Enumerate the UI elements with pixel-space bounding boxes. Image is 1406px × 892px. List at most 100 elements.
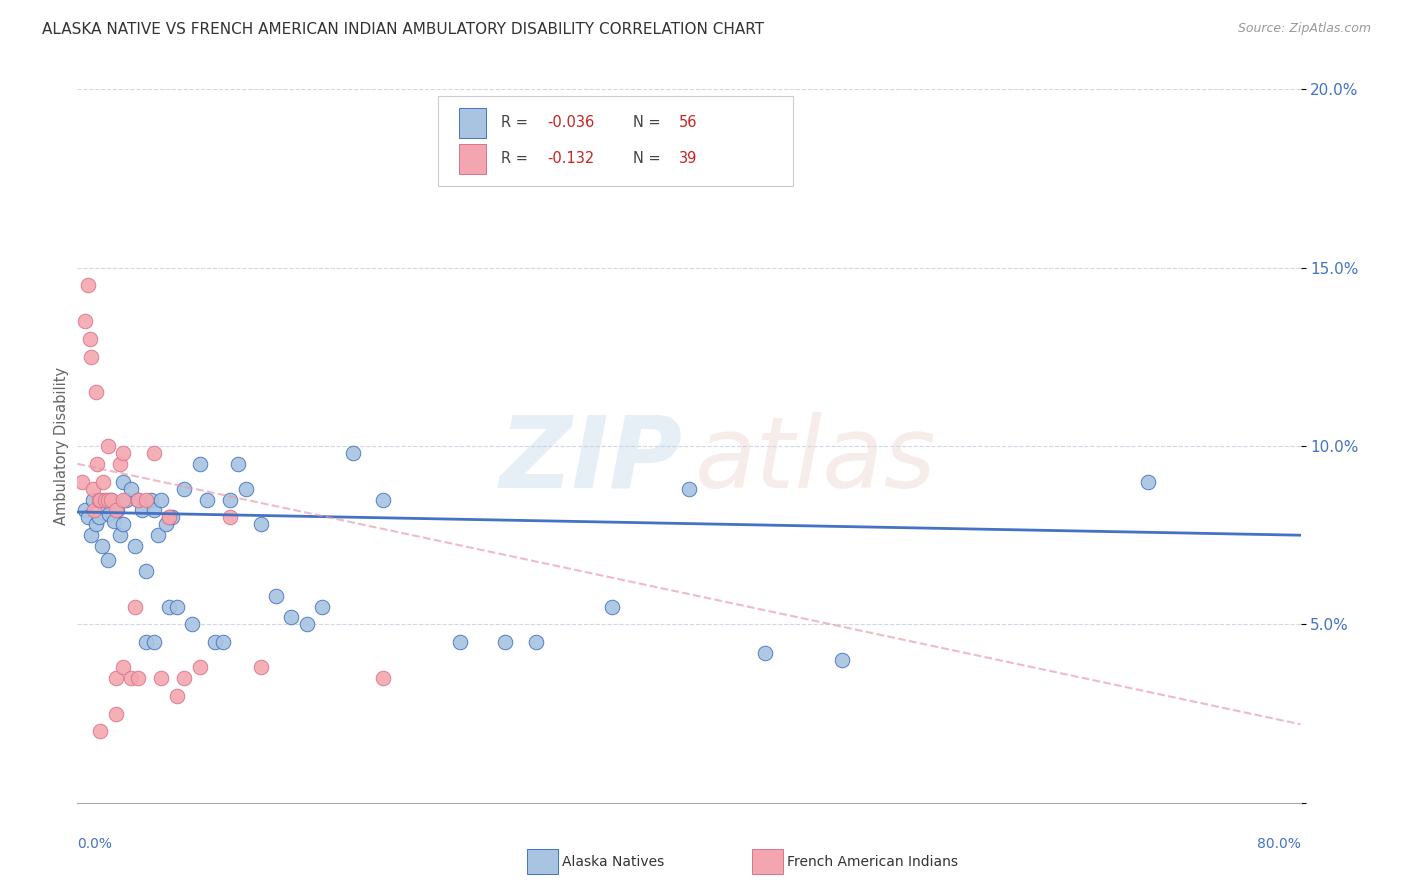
Point (77, 278, 100, 293)
Point (148, 528, 170, 542)
Point (104, 503, 127, 517)
Point (87, 492, 110, 507)
Point (112, 492, 135, 507)
FancyBboxPatch shape (458, 108, 486, 138)
Point (264, 589, 287, 603)
Point (166, 599, 188, 614)
Point (127, 492, 149, 507)
Point (250, 517, 273, 532)
Point (108, 457, 131, 471)
Point (219, 510, 242, 524)
Point (150, 492, 173, 507)
Point (104, 671, 127, 685)
Point (311, 599, 333, 614)
Text: N =: N = (633, 152, 665, 167)
Point (70, 475, 93, 489)
Point (127, 671, 149, 685)
Point (84, 385, 107, 400)
Point (211, 635, 233, 649)
Point (77, 510, 100, 524)
Point (83, 503, 105, 517)
Point (105, 503, 128, 517)
Y-axis label: Ambulatory Disability: Ambulatory Disability (53, 367, 69, 525)
Point (157, 510, 180, 524)
Point (280, 610, 302, 624)
Point (108, 528, 131, 542)
Point (87, 510, 110, 524)
Point (97, 492, 120, 507)
Point (100, 492, 122, 507)
Point (160, 510, 183, 524)
Point (139, 492, 162, 507)
Text: -0.132: -0.132 (547, 152, 595, 167)
Point (120, 482, 142, 496)
Point (155, 517, 177, 532)
Point (495, 635, 517, 649)
Point (94, 500, 117, 514)
Point (342, 446, 364, 460)
Point (135, 492, 157, 507)
Point (135, 635, 157, 649)
Point (188, 457, 211, 471)
Point (127, 492, 149, 507)
Point (104, 706, 127, 721)
Point (371, 492, 394, 507)
Point (142, 446, 165, 460)
Point (150, 671, 173, 685)
Point (97, 553, 120, 567)
Point (91, 475, 114, 489)
Point (295, 617, 318, 632)
Point (602, 599, 624, 614)
Point (100, 492, 122, 507)
FancyBboxPatch shape (439, 96, 793, 186)
Point (166, 689, 188, 703)
Point (142, 503, 165, 517)
Point (250, 660, 273, 674)
Point (131, 503, 153, 517)
Point (79, 332, 101, 346)
Point (181, 617, 204, 632)
Point (204, 635, 226, 649)
Point (82, 492, 104, 507)
Text: N =: N = (633, 115, 665, 130)
Point (135, 564, 157, 578)
Point (124, 599, 146, 614)
Text: Source: ZipAtlas.com: Source: ZipAtlas.com (1237, 22, 1371, 36)
Point (86, 457, 108, 471)
Point (678, 482, 700, 496)
Point (449, 635, 471, 649)
Text: 56: 56 (679, 115, 697, 130)
Point (73, 314, 96, 328)
Point (94, 492, 117, 507)
Point (112, 446, 135, 460)
Text: 39: 39 (679, 152, 697, 167)
Point (82, 482, 104, 496)
Point (90, 539, 112, 553)
Point (173, 671, 195, 685)
Text: atlas: atlas (695, 412, 936, 508)
Point (89, 492, 111, 507)
Point (1136, 475, 1159, 489)
Text: ALASKA NATIVE VS FRENCH AMERICAN INDIAN AMBULATORY DISABILITY CORRELATION CHART: ALASKA NATIVE VS FRENCH AMERICAN INDIAN … (42, 22, 765, 37)
Point (97, 439, 120, 453)
Point (124, 539, 146, 553)
Point (89, 724, 111, 739)
Text: R =: R = (501, 115, 531, 130)
Text: French American Indians: French American Indians (787, 855, 959, 869)
Text: -0.036: -0.036 (547, 115, 595, 130)
Point (157, 599, 180, 614)
Point (173, 482, 195, 496)
Point (80, 350, 103, 364)
Point (157, 510, 180, 524)
Text: R =: R = (501, 152, 537, 167)
Point (235, 482, 257, 496)
Point (142, 635, 165, 649)
Point (371, 671, 394, 685)
Point (80, 528, 103, 542)
Point (195, 492, 218, 507)
Text: ZIP: ZIP (499, 412, 683, 508)
Point (120, 671, 142, 685)
Point (112, 660, 135, 674)
Point (226, 457, 249, 471)
Point (112, 517, 135, 532)
